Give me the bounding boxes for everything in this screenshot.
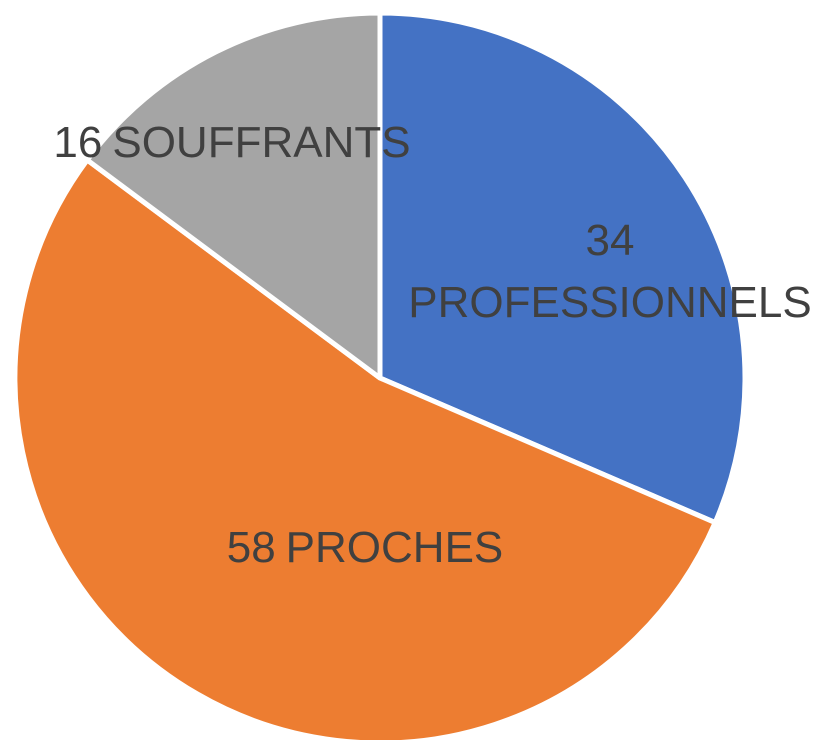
data-label: 16 SOUFFRANTS: [53, 118, 410, 167]
data-label-value: 34: [586, 216, 635, 265]
pie-slice: [12, 157, 718, 740]
data-label-category: SOUFFRANTS: [112, 118, 410, 167]
pie-slice: [84, 10, 383, 381]
pie-slice: [377, 10, 748, 526]
data-label-category: PROFESSIONNELS: [408, 278, 811, 327]
data-label: 34 PROFESSIONNELS: [408, 216, 811, 327]
data-label-value: 16: [53, 118, 102, 167]
data-label: 58 PROCHES: [227, 523, 504, 572]
data-label-value: 58: [227, 523, 276, 572]
data-label-category: PROCHES: [286, 523, 504, 572]
